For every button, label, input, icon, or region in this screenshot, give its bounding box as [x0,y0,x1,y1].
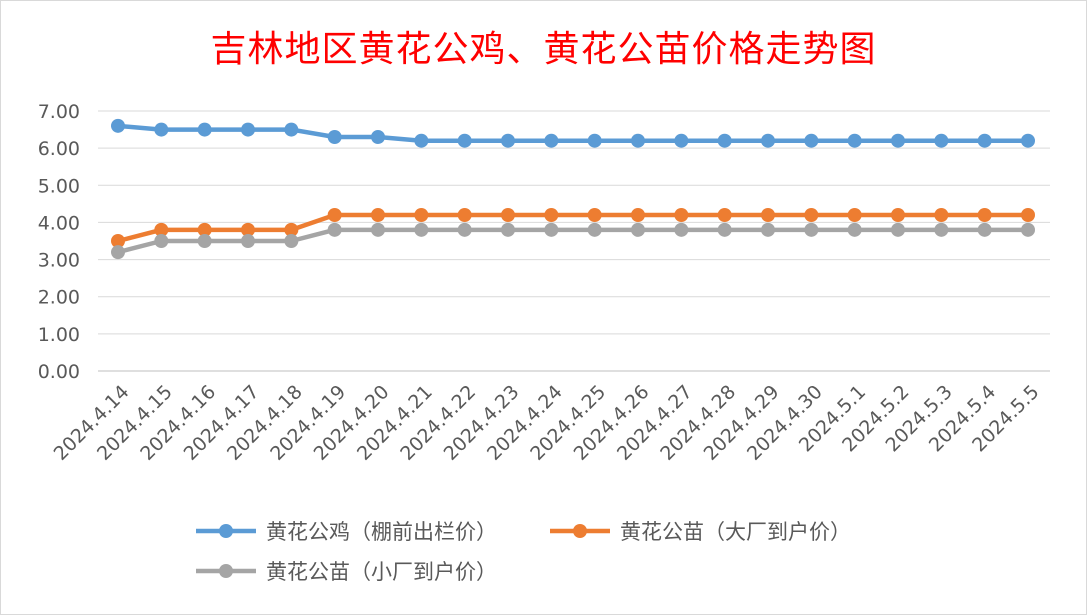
data-point [327,130,342,144]
data-point [327,208,342,222]
data-point [847,222,862,237]
data-point [674,222,689,237]
data-point [977,133,992,148]
data-point [761,133,775,148]
data-point [761,222,775,237]
series-lines [111,118,1035,260]
data-point [371,222,385,237]
data-point [197,122,212,137]
data-point [631,208,645,222]
legend-item: 黄花公苗（大厂到户价） [550,520,851,544]
data-point [631,222,645,237]
data-point [1021,208,1035,222]
legend-label: 黄花公苗（小厂到户价） [266,560,497,584]
legend-label: 黄花公鸡（棚前出栏价） [266,520,497,544]
data-point [197,234,212,248]
data-point [457,133,472,148]
series-line [117,123,1028,143]
data-point [587,222,602,237]
data-point [111,118,125,133]
gridlines [98,110,1050,372]
data-point [977,208,992,222]
data-point [891,208,905,222]
data-point [241,222,255,237]
data-point [1021,133,1035,148]
data-point [544,222,559,237]
data-point [934,208,949,222]
y-tick-label: 1.00 [38,324,80,346]
data-point [284,122,299,137]
data-point [544,208,559,222]
y-axis-ticks: 0.00 1.00 2.00 3.00 4.00 5.00 6.00 7.00 [38,101,80,383]
data-point [804,208,819,222]
data-point [111,245,125,260]
data-point [371,130,385,144]
data-point [111,234,125,248]
y-tick-label: 7.00 [38,101,80,123]
data-point [717,222,732,237]
data-point [761,208,775,222]
data-point [327,222,342,237]
data-point [284,222,299,237]
series-2 [111,208,1035,248]
y-tick-label: 4.00 [38,212,80,234]
data-point [891,133,905,148]
data-point [501,208,515,222]
x-axis-ticks: 2024.4.142024.4.152024.4.162024.4.172024… [50,381,1044,465]
data-point [154,222,169,237]
data-point [587,208,602,222]
chart-title: 吉林地区黄花公鸡、黄花公苗价格走势图 [210,29,877,70]
data-point [154,234,169,248]
legend-label: 黄花公苗（大厂到户价） [620,520,851,544]
data-point [1021,222,1035,237]
data-point [847,133,862,148]
data-point [804,222,819,237]
data-point [457,208,472,222]
data-point [934,133,949,148]
y-tick-label: 3.00 [38,250,80,272]
data-point [891,222,905,237]
legend-item: 黄花公鸡（棚前出栏价） [196,520,497,544]
y-tick-label: 5.00 [38,175,80,197]
data-point [501,133,515,148]
data-point [457,222,472,237]
legend-item: 黄花公苗（小厂到户价） [196,560,497,584]
data-point [241,122,255,137]
data-point [414,222,429,237]
legend-marker [219,524,233,538]
y-tick-label: 0.00 [38,361,80,383]
series-3 [111,222,1035,260]
data-point [717,208,732,222]
data-point [501,222,515,237]
y-tick-label: 6.00 [38,138,80,160]
data-point [804,133,819,148]
legend: 黄花公鸡（棚前出栏价） 黄花公苗（大厂到户价） 黄花公苗（小厂到户价） [196,520,851,584]
series-line [117,212,1028,244]
legend-marker [219,564,233,578]
y-tick-label: 2.00 [38,287,80,309]
data-point [414,133,429,148]
data-point [241,234,255,248]
data-point [934,222,949,237]
data-point [587,133,602,148]
data-point [717,133,732,148]
series-1 [111,118,1035,148]
data-point [154,122,169,137]
data-point [284,234,299,248]
data-point [847,208,862,222]
data-point [414,208,429,222]
data-point [631,133,645,148]
series-line [117,227,1028,255]
data-point [977,222,992,237]
data-point [674,133,689,148]
legend-marker [573,524,587,538]
data-point [674,208,689,222]
data-point [371,208,385,222]
data-point [544,133,559,148]
data-point [197,222,212,237]
